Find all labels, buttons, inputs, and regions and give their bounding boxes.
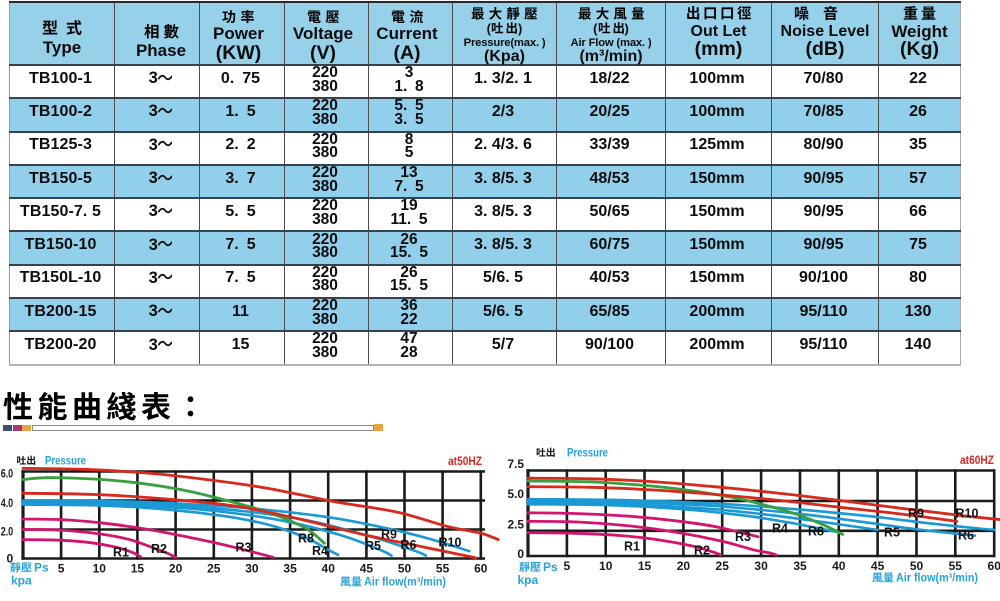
svg-text:6.0: 6.0 xyxy=(1,467,14,481)
svg-text:15: 15 xyxy=(131,562,145,576)
svg-text:Ps: Ps xyxy=(543,560,558,574)
svg-text:20: 20 xyxy=(169,562,183,576)
svg-text:0: 0 xyxy=(517,547,524,561)
svg-text:5: 5 xyxy=(58,562,65,576)
svg-text:30: 30 xyxy=(754,559,768,573)
svg-text:25: 25 xyxy=(716,559,730,573)
svg-text:30: 30 xyxy=(245,562,259,576)
svg-text:R9: R9 xyxy=(381,528,397,542)
svg-text:R1: R1 xyxy=(113,546,129,560)
svg-text:R8: R8 xyxy=(298,532,314,546)
svg-text:R4: R4 xyxy=(312,544,328,558)
svg-text:R6: R6 xyxy=(401,538,417,552)
svg-text:kpa: kpa xyxy=(11,574,32,588)
svg-text:at60HZ: at60HZ xyxy=(960,455,994,467)
svg-text:50: 50 xyxy=(910,559,924,573)
svg-text:R10: R10 xyxy=(956,507,979,521)
svg-text:25: 25 xyxy=(207,562,221,576)
svg-text:60: 60 xyxy=(474,562,488,576)
svg-text:40: 40 xyxy=(832,559,846,573)
svg-text:Air flow(m³/min): Air flow(m³/min) xyxy=(364,577,446,589)
svg-text:5.0: 5.0 xyxy=(508,487,525,501)
svg-text:45: 45 xyxy=(360,562,374,576)
svg-text:2.5: 2.5 xyxy=(508,518,525,532)
svg-text:Pressure: Pressure xyxy=(567,448,608,460)
svg-text:R5: R5 xyxy=(884,526,900,540)
svg-text:40: 40 xyxy=(322,562,336,576)
svg-text:Ps: Ps xyxy=(34,561,49,575)
svg-text:10: 10 xyxy=(93,562,107,576)
svg-text:15: 15 xyxy=(638,559,652,573)
svg-text:R4: R4 xyxy=(772,522,788,536)
svg-text:R8: R8 xyxy=(808,525,824,539)
svg-text:R5: R5 xyxy=(365,539,381,553)
svg-text:Air flow(m³/min): Air flow(m³/min) xyxy=(896,573,978,585)
svg-text:R2: R2 xyxy=(151,542,167,556)
svg-text:60: 60 xyxy=(988,559,1000,573)
svg-text:35: 35 xyxy=(793,559,807,573)
svg-text:at50HZ: at50HZ xyxy=(448,456,482,468)
svg-text:35: 35 xyxy=(283,562,297,576)
svg-text:Pressure: Pressure xyxy=(45,456,86,468)
svg-text:55: 55 xyxy=(949,559,963,573)
svg-text:0: 0 xyxy=(7,552,14,566)
svg-text:2.0: 2.0 xyxy=(1,525,14,539)
svg-text:R3: R3 xyxy=(236,541,252,555)
svg-text:R3: R3 xyxy=(735,530,751,544)
svg-text:45: 45 xyxy=(871,559,885,573)
svg-text:10: 10 xyxy=(599,559,613,573)
svg-text:R10: R10 xyxy=(439,536,462,550)
svg-text:50: 50 xyxy=(398,562,412,576)
svg-text:4.0: 4.0 xyxy=(1,496,14,510)
svg-text:kpa: kpa xyxy=(518,573,539,587)
svg-text:5: 5 xyxy=(564,559,571,573)
svg-text:R6: R6 xyxy=(958,529,974,543)
svg-text:R1: R1 xyxy=(624,540,640,554)
svg-text:7.5: 7.5 xyxy=(508,457,525,471)
svg-text:20: 20 xyxy=(677,559,691,573)
svg-text:R9: R9 xyxy=(908,507,924,521)
svg-text:R2: R2 xyxy=(694,544,710,558)
svg-text:55: 55 xyxy=(436,562,450,576)
